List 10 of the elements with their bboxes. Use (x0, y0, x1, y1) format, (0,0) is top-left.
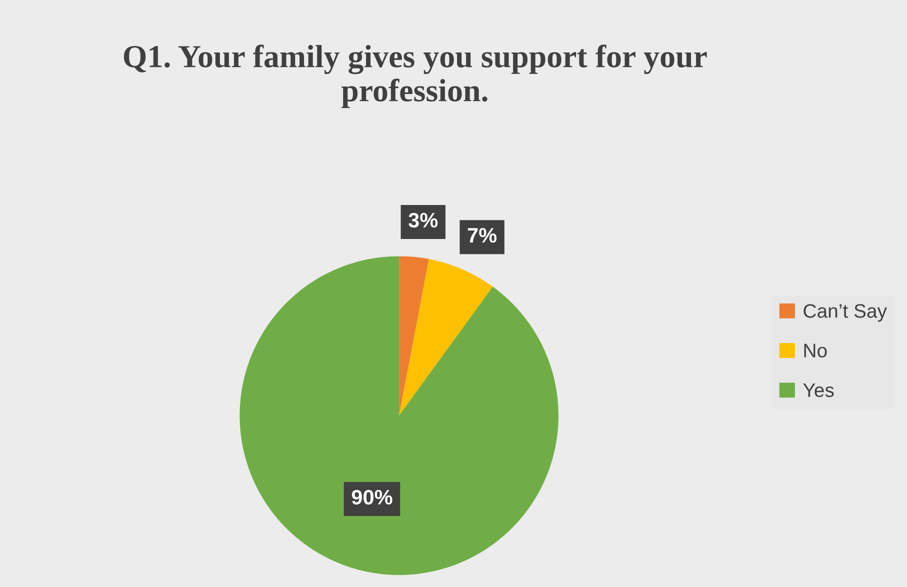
data-label: 90% (352, 490, 392, 505)
data-label: 3% (408, 212, 438, 228)
chart-title: Q1. Your family gives you support for your profession. (124, 44, 707, 108)
data-label: 7% (468, 228, 497, 243)
legend-label: Can’t Say (804, 304, 887, 322)
pie-slice (240, 256, 558, 575)
pie-slice (399, 259, 493, 416)
legend-label: No (804, 344, 827, 358)
legend-label: Yes (803, 384, 834, 398)
pie-slice (399, 256, 429, 416)
